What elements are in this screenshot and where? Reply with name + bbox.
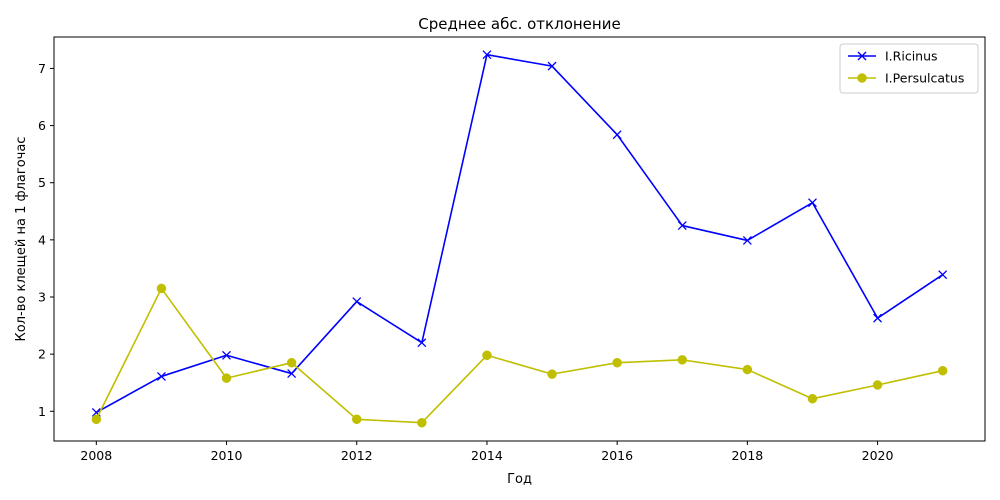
data-point — [612, 357, 622, 368]
data-point — [873, 313, 883, 323]
x-tick-label: 2018 — [731, 448, 763, 463]
x-tick-label: 2012 — [341, 448, 373, 463]
data-point — [417, 338, 427, 348]
data-point — [156, 283, 167, 294]
data-point — [222, 350, 231, 360]
legend-item: I.Persulcatus — [848, 71, 964, 86]
data-point — [482, 350, 492, 361]
y-tick-label: 5 — [38, 175, 46, 190]
data-point — [938, 270, 948, 280]
legend: I.Ricinus I.Persulcatus — [839, 43, 979, 94]
y-tick-label: 6 — [38, 118, 46, 133]
data-point — [808, 198, 817, 208]
data-point — [156, 371, 166, 381]
data-point — [807, 393, 818, 404]
legend-label: I.Persulcatus — [885, 71, 964, 86]
y-tick-label: 1 — [38, 404, 46, 419]
y-tick-label: 4 — [38, 232, 46, 247]
series-layer — [91, 50, 948, 428]
series-1 — [91, 283, 948, 428]
plot-frame — [53, 36, 986, 442]
data-point — [742, 364, 753, 375]
y-tick-label: 7 — [38, 61, 46, 76]
data-point — [677, 355, 688, 365]
data-point — [221, 373, 232, 383]
legend-swatch-marker — [857, 51, 867, 61]
legend-label: I.Ricinus — [885, 49, 938, 64]
y-axis: 1 2 3 4 5 6 7 — [38, 61, 54, 419]
x-axis-label: Год — [507, 472, 532, 487]
y-tick-label: 2 — [38, 347, 46, 362]
data-point — [677, 221, 687, 231]
data-point — [352, 297, 362, 307]
series-0 — [91, 50, 948, 417]
data-point — [91, 414, 102, 425]
series-line — [95, 287, 943, 424]
data-point — [482, 50, 492, 60]
data-point — [547, 61, 557, 71]
plot-area — [53, 36, 986, 442]
data-point — [351, 414, 362, 425]
chart-title: Среднее абс. отклонение — [418, 15, 620, 33]
data-point — [547, 369, 557, 379]
x-tick-label: 2020 — [862, 448, 894, 463]
legend-item: I.Ricinus — [848, 49, 938, 64]
y-axis-label: Кол-во клещей на 1 флагочас — [14, 137, 29, 342]
data-point — [612, 130, 622, 140]
x-tick-label: 2008 — [80, 448, 112, 463]
y-tick-label: 3 — [38, 290, 46, 305]
x-tick-label: 2016 — [601, 448, 633, 463]
data-point — [742, 235, 752, 245]
data-point — [286, 357, 297, 368]
x-axis: 2008 2010 2012 2014 2016 2018 2020 — [80, 441, 894, 463]
data-point — [287, 369, 297, 379]
x-tick-label: 2014 — [471, 448, 503, 463]
data-point — [417, 417, 427, 428]
x-tick-label: 2010 — [211, 448, 243, 463]
data-point — [872, 380, 883, 390]
data-point — [937, 365, 948, 376]
legend-swatch-marker — [857, 73, 867, 83]
series-line — [95, 53, 944, 414]
